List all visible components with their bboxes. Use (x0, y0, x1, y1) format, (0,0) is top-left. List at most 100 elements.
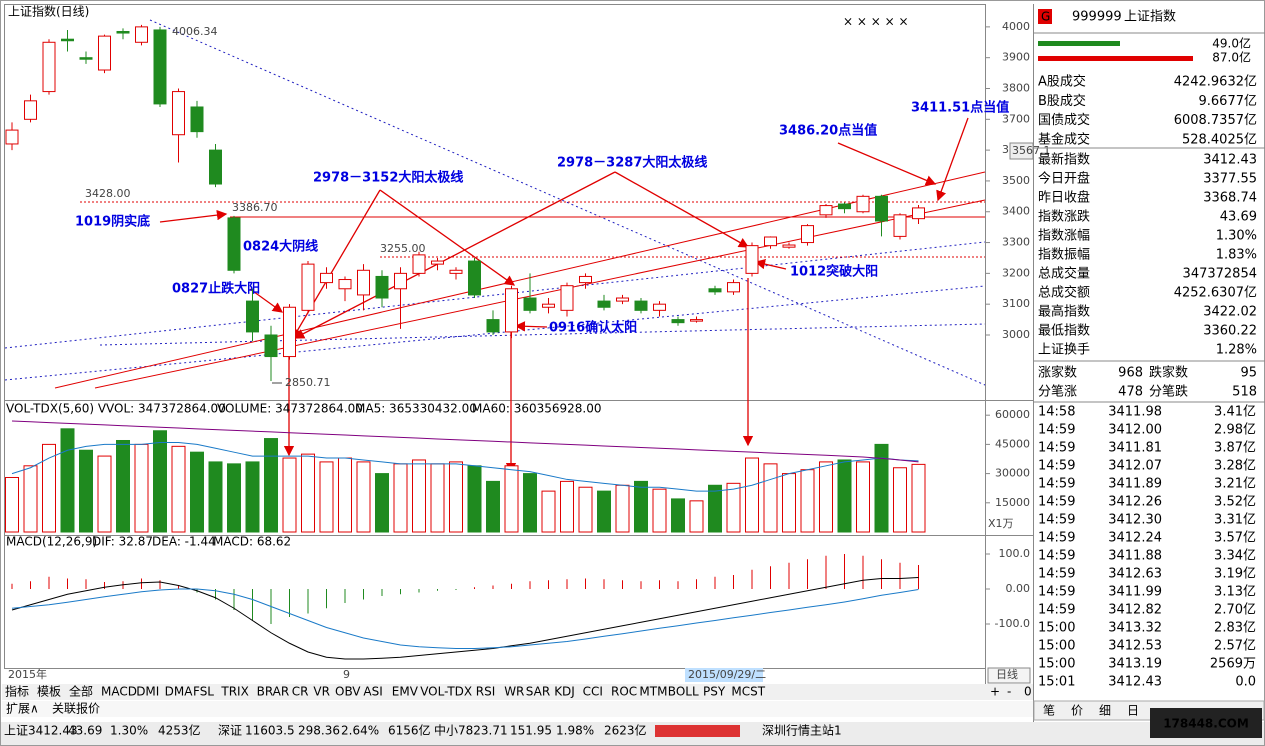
status-bar (1, 722, 1264, 745)
trade-price: 3412.43 (1108, 675, 1162, 690)
volume-bar (578, 486, 593, 533)
candle-body (449, 269, 463, 274)
trade-volume: 3.87亿 (1214, 441, 1256, 456)
trade-price: 3412.00 (1108, 423, 1162, 438)
tab[interactable]: VOL-TDX (420, 685, 472, 699)
bottom-tab[interactable]: 笔 (1043, 703, 1055, 718)
row-label: 指数涨跌 (1038, 209, 1090, 225)
breadth-label: 分笔跌 (1149, 384, 1188, 400)
tab[interactable]: CCI (583, 685, 603, 699)
y-tick-label: 4000 (1002, 20, 1030, 33)
trade-time: 14:59 (1038, 477, 1075, 492)
tab[interactable]: MACD (101, 685, 137, 699)
status-item: 43.69 (68, 724, 102, 738)
tab[interactable]: FSL (193, 685, 214, 699)
trade-time: 14:58 (1038, 405, 1075, 420)
tab[interactable]: ASI (363, 685, 382, 699)
candle-body (764, 236, 777, 247)
tab[interactable]: VR (313, 685, 330, 699)
y-tick-label: 45000 (995, 437, 1030, 450)
tab-control[interactable]: - (1007, 685, 1011, 699)
y-tick-label: 15000 (995, 496, 1030, 509)
volume-bar (504, 465, 519, 533)
status-item: 11603.5 (245, 724, 295, 738)
row-value: 9.6677亿 (1199, 94, 1258, 109)
trade-volume: 3.57亿 (1214, 531, 1256, 546)
y-tick-label: 3900 (1002, 51, 1030, 64)
bar-value: 87.0亿 (1212, 50, 1251, 65)
tab-control[interactable]: 0 (1024, 685, 1032, 699)
trade-price: 3412.30 (1108, 513, 1162, 528)
tab[interactable]: DMA (165, 685, 194, 699)
tab[interactable]: 模板 (37, 685, 61, 699)
tab[interactable]: RSI (476, 685, 496, 699)
watermark-box (1150, 708, 1262, 738)
volume-bar (116, 439, 130, 533)
tab[interactable]: MTM (639, 685, 667, 699)
tab[interactable]: KDJ (554, 685, 575, 699)
tab[interactable]: PSY (703, 685, 726, 699)
row-value: 3412.43 (1203, 153, 1257, 168)
volume-bar (60, 428, 75, 533)
y-tick-label: 3800 (1002, 81, 1030, 94)
subtab[interactable]: 关联报价 (52, 701, 100, 716)
row-value: 1.28% (1216, 343, 1257, 358)
tab[interactable]: BRAR (257, 685, 290, 699)
tab[interactable]: MCST (731, 685, 765, 699)
tab[interactable]: CR (292, 685, 309, 699)
bottom-tab[interactable]: 日 (1127, 704, 1139, 718)
period-box (987, 667, 1031, 684)
volume-bar (652, 488, 667, 533)
candle-body (394, 272, 407, 290)
y-tick-label: 3100 (1002, 297, 1030, 310)
tab[interactable]: DMI (136, 685, 159, 699)
period[interactable]: 日线 (996, 667, 1018, 681)
tab[interactable]: 指标 (5, 684, 29, 699)
volume-bar (874, 443, 889, 533)
tab[interactable]: SAR (526, 685, 550, 699)
tab[interactable]: TRIX (220, 685, 248, 699)
volume-header: MA5: 365330432.00 (355, 402, 477, 416)
volume-bar (837, 459, 852, 533)
volume-bar (79, 449, 93, 533)
trade-price: 3411.98 (1108, 405, 1162, 420)
tab[interactable]: OBV (335, 685, 361, 699)
candle-body (227, 217, 241, 271)
status-item: 深证 (218, 724, 242, 738)
trade-volume: 2569万 (1210, 657, 1256, 672)
row-label: 最低指数 (1038, 324, 1090, 339)
panel-borders (4, 4, 1034, 722)
status-item: 298.36 (298, 724, 340, 738)
tab-control[interactable]: + (990, 685, 1000, 699)
volume-bar (171, 445, 186, 533)
badge (1038, 9, 1052, 24)
candle-body (782, 244, 796, 248)
y-tick-label: 30000 (995, 467, 1030, 480)
trade-volume: 3.21亿 (1214, 477, 1256, 492)
subtab[interactable]: 扩展∧ (6, 702, 39, 716)
tab[interactable]: 全部 (69, 684, 93, 699)
tab[interactable]: BOLL (668, 685, 699, 699)
volume-header: MA60: 360356928.00 (472, 402, 602, 416)
y-tick-label: 3300 (1002, 236, 1030, 249)
status-item: 2623亿 (604, 723, 647, 738)
bottom-tab[interactable]: 价 (1071, 704, 1083, 718)
trend-lines (4, 19, 986, 389)
breadth-value: 518 (1232, 385, 1257, 400)
candle-body (116, 30, 130, 34)
tab[interactable]: WR (504, 685, 524, 699)
tab[interactable]: ROC (611, 685, 637, 699)
candle-body (801, 225, 814, 244)
trade-time: 15:00 (1038, 621, 1075, 636)
candle-body (486, 319, 500, 333)
trade-volume: 2.70亿 (1214, 603, 1256, 618)
volume-bar (42, 443, 56, 533)
row-value: 3377.55 (1203, 172, 1257, 187)
breadth-label: 跌家数 (1149, 365, 1188, 381)
tab[interactable]: EMV (392, 685, 419, 699)
trade-time: 14:59 (1038, 495, 1075, 510)
status-item: 7823.71 (458, 724, 508, 738)
volume-bar (264, 438, 278, 533)
bottom-tab[interactable]: 细 (1099, 704, 1111, 718)
